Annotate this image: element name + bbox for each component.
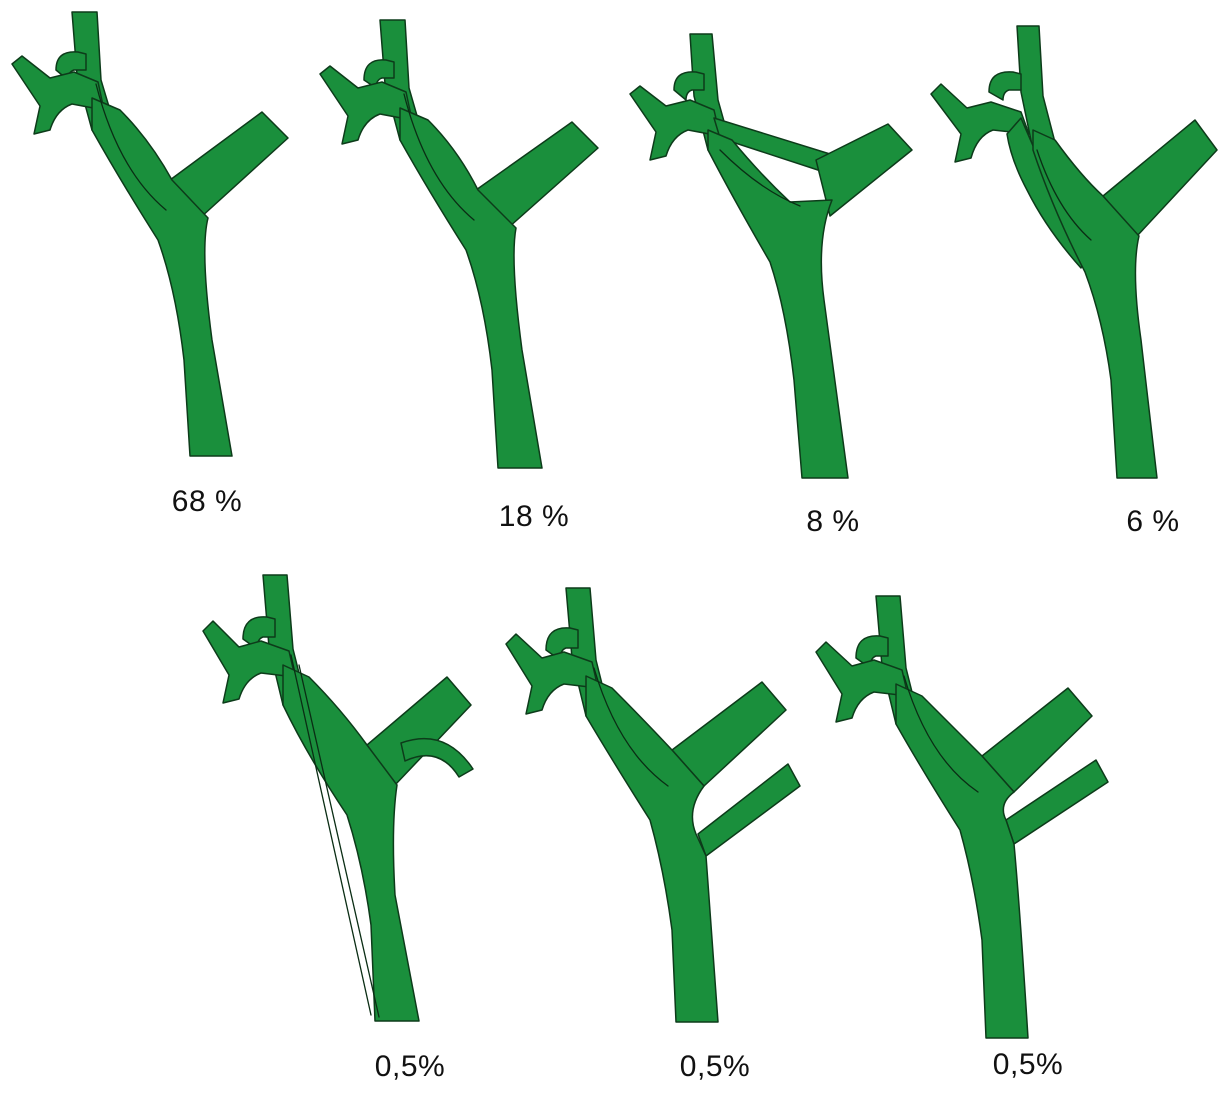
variant-5-label: 0,5% bbox=[374, 1050, 446, 1083]
duct-tree-icon bbox=[505, 587, 801, 1023]
variant-1-label: 68 % bbox=[171, 485, 243, 518]
variant-7: 0,5% bbox=[810, 590, 1120, 1105]
left-branch bbox=[815, 641, 909, 723]
variant-2-label: 18 % bbox=[498, 500, 570, 533]
main-trunk bbox=[282, 664, 420, 1022]
vessel-diagram-variant-7 bbox=[815, 595, 1109, 1039]
main-trunk bbox=[585, 675, 719, 1023]
main-trunk bbox=[91, 97, 233, 457]
variant-3-label: 8 % bbox=[806, 505, 860, 538]
vessel-diagram-variant-6 bbox=[505, 587, 801, 1023]
accessory-duct bbox=[400, 737, 474, 778]
vessel-diagram-variant-5 bbox=[202, 574, 474, 1022]
main-trunk bbox=[895, 683, 1029, 1039]
duct-tree-icon bbox=[629, 33, 913, 479]
left-branch bbox=[11, 55, 105, 135]
left-branch bbox=[629, 85, 721, 161]
right-branch bbox=[815, 123, 913, 217]
left-branch bbox=[202, 620, 296, 704]
variant-4-label: 6 % bbox=[1126, 505, 1180, 538]
left-branch bbox=[930, 83, 1030, 163]
duct-tree-icon bbox=[319, 19, 599, 469]
vessel-diagram-variant-2 bbox=[319, 19, 599, 469]
vessel-diagram-variant-3 bbox=[629, 33, 913, 479]
variant-4: 6 % bbox=[925, 0, 1219, 550]
main-trunk bbox=[399, 107, 543, 469]
vessel-diagram-variant-1 bbox=[11, 11, 289, 457]
duct-tree-icon bbox=[11, 11, 289, 457]
duct-tree-icon bbox=[815, 595, 1109, 1039]
main-trunk bbox=[707, 129, 849, 479]
main-trunk bbox=[1032, 129, 1158, 479]
variant-6-label: 0,5% bbox=[679, 1050, 751, 1083]
variant-7-label: 0,5% bbox=[992, 1048, 1064, 1081]
left-branch bbox=[505, 633, 599, 715]
duct-tree-icon bbox=[930, 25, 1218, 479]
variant-6: 0,5% bbox=[500, 580, 810, 1105]
left-branch bbox=[319, 65, 413, 145]
duct-tree-icon bbox=[202, 574, 474, 1022]
variant-1: 68 % bbox=[0, 0, 300, 540]
variant-3: 8 % bbox=[620, 0, 920, 550]
upper-loop bbox=[988, 71, 1022, 101]
vessel-diagram-variant-4 bbox=[930, 25, 1218, 479]
variant-5: 0,5% bbox=[195, 565, 495, 1105]
upper-loop bbox=[673, 71, 705, 101]
variant-2: 18 % bbox=[310, 0, 610, 540]
